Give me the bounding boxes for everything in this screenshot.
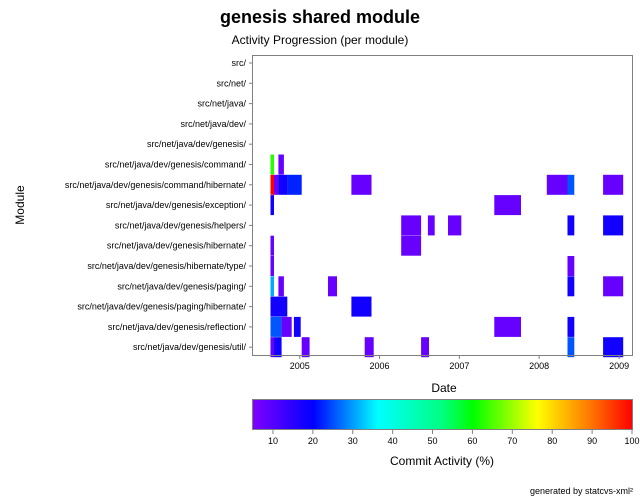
colorbar-tick-label: 40: [388, 436, 398, 446]
x-tick-label: 2009: [609, 361, 629, 371]
activity-cell: [546, 174, 568, 195]
activity-cell: [494, 195, 521, 216]
activity-cell: [270, 256, 274, 276]
module-label: src/net/java/dev/genesis/: [147, 139, 247, 149]
colorbar-tick-label: 70: [507, 436, 517, 446]
y-axis-label: Module: [13, 185, 27, 225]
activity-cell: [401, 235, 422, 256]
activity-cell: [567, 174, 575, 195]
activity-cell: [603, 174, 624, 195]
module-label: src/net/java/dev/genesis/hibernate/type/: [87, 261, 246, 271]
activity-cell: [278, 276, 284, 297]
colorbar-tick-label: 50: [428, 436, 438, 446]
activity-cell: [328, 276, 337, 297]
activity-cell: [494, 316, 521, 337]
activity-cell: [281, 316, 292, 337]
activity-cell: [351, 174, 372, 195]
module-label: src/net/java/dev/genesis/helpers/: [115, 220, 247, 230]
activity-cell: [567, 337, 575, 358]
activity-cell: [603, 276, 624, 297]
colorbar-tick-label: 60: [467, 436, 477, 446]
module-label: src/net/java/dev/genesis/paging/: [117, 281, 246, 291]
module-labels: src/src/net/src/net/java/src/net/java/de…: [65, 58, 253, 352]
activity-cell: [270, 337, 274, 358]
activity-cell: [427, 215, 435, 236]
activity-cell: [270, 235, 274, 256]
plot-area: [252, 55, 633, 356]
module-label: src/net/java/dev/genesis/command/: [105, 160, 247, 170]
activity-cell: [448, 215, 462, 236]
activity-cell: [567, 256, 575, 276]
colorbar-ticks: 10 20 30 40 50 60 70 80 90 100: [268, 430, 640, 446]
activity-cell: [270, 154, 274, 175]
activity-cell: [293, 316, 301, 337]
colorbar-tick-label: 100: [624, 436, 639, 446]
activity-cell: [567, 316, 575, 337]
module-label: src/net/java/dev/genesis/exception/: [106, 200, 247, 210]
module-label: src/net/: [216, 78, 246, 88]
module-label: src/net/java/dev/genesis/util/: [133, 342, 247, 352]
colorbar-tick-label: 20: [308, 436, 318, 446]
activity-cell: [364, 337, 374, 358]
x-tick-label: 2008: [529, 361, 549, 371]
module-label: src/: [232, 58, 247, 68]
generator-credit: generated by statcvs-xml²: [530, 486, 633, 496]
colorbar-tick-label: 30: [348, 436, 358, 446]
module-label: src/net/java/dev/genesis/paging/hibernat…: [77, 302, 246, 312]
activity-cell: [287, 174, 302, 195]
colorbar-tick-label: 90: [587, 436, 597, 446]
colorbar: [252, 399, 633, 430]
activity-cell: [274, 337, 282, 358]
x-tick-label: 2007: [449, 361, 469, 371]
colorbar-tick-label: 10: [268, 436, 278, 446]
module-label: src/net/java/dev/genesis/reflection/: [108, 322, 247, 332]
colorbar-tick-label: 80: [547, 436, 557, 446]
activity-cell: [270, 195, 274, 216]
activity-cell: [603, 337, 624, 358]
activity-cell: [270, 296, 288, 317]
activity-cell: [278, 154, 284, 175]
activity-cell: [270, 174, 274, 195]
activity-cell: [567, 215, 575, 236]
activity-cell: [567, 276, 575, 297]
module-label: src/net/java/dev/: [180, 119, 246, 129]
activity-cell: [421, 337, 429, 358]
activity-cell: [301, 337, 310, 358]
activity-cell: [270, 316, 282, 337]
module-label: src/net/java/dev/genesis/command/hiberna…: [65, 180, 247, 190]
x-axis-label: Date: [431, 381, 457, 395]
x-tick-label: 2005: [290, 361, 310, 371]
module-label: src/net/java/: [197, 99, 246, 109]
activity-cell: [270, 276, 274, 297]
heatmap-cells: [270, 154, 624, 358]
x-tick-label: 2006: [370, 361, 390, 371]
activity-cell: [401, 215, 422, 236]
activity-cell: [603, 215, 624, 236]
module-label: src/net/java/dev/genesis/hibernate/: [107, 241, 247, 251]
x-axis-ticks: 2005 2006 2007 2008 2009: [290, 355, 629, 371]
activity-cell: [351, 296, 372, 317]
chart-title: genesis shared module: [220, 7, 420, 27]
colorbar-label: Commit Activity (%): [390, 454, 494, 468]
activity-cell: [278, 174, 288, 195]
chart-subtitle: Activity Progression (per module): [232, 33, 409, 47]
activity-cell: [274, 174, 279, 195]
